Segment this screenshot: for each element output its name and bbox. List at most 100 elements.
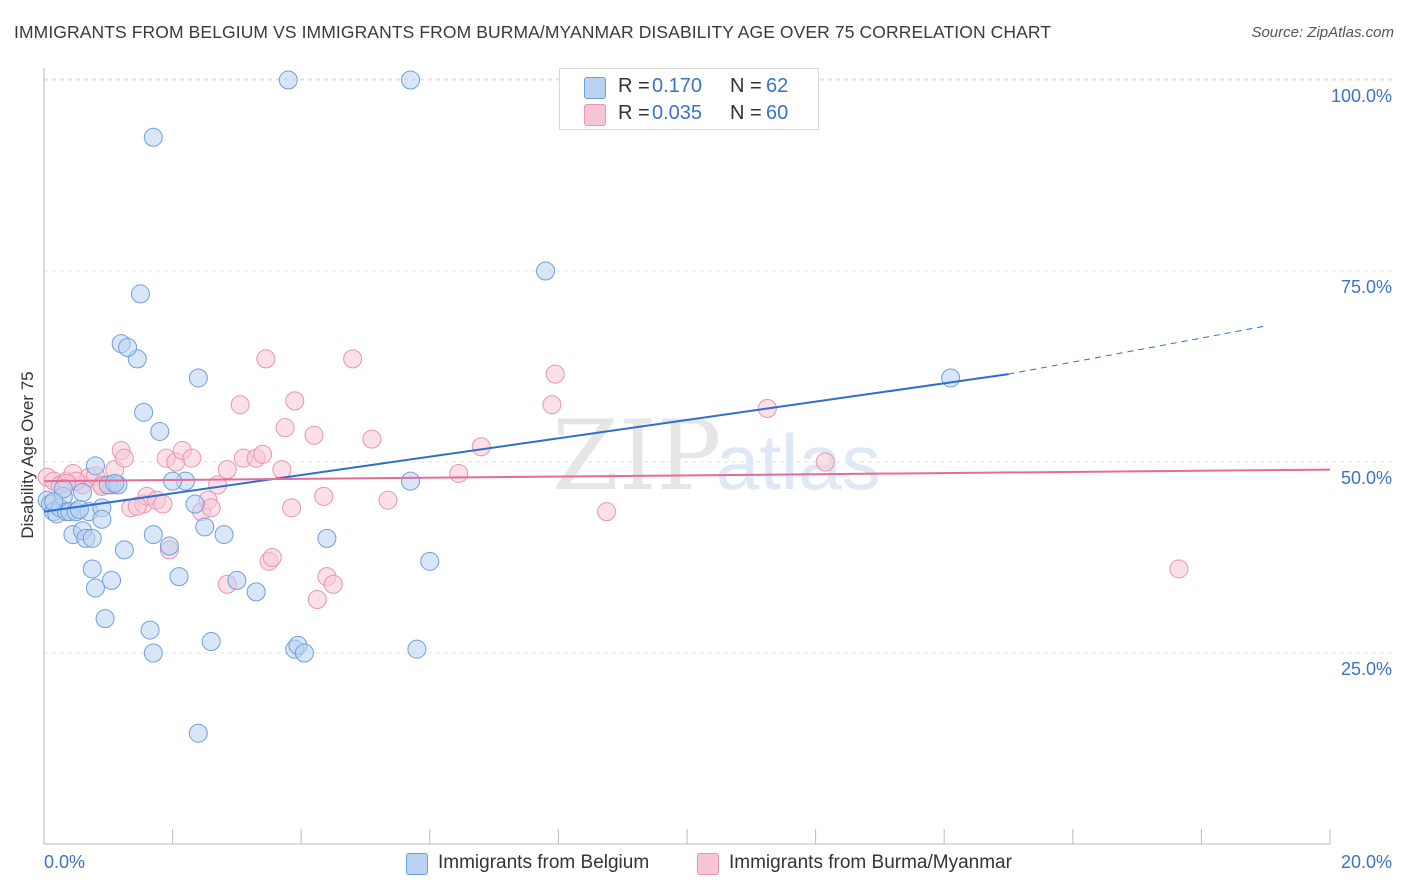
bottom-legend-label: Immigrants from Burma/Myanmar [729, 852, 1012, 873]
y-tick-25: 25.0% [1340, 659, 1392, 679]
belgium-point [73, 483, 93, 503]
bottom-swatch-pink [697, 853, 719, 875]
burma-point [256, 349, 276, 369]
belgium-point [134, 402, 154, 422]
belgium-point [185, 494, 205, 514]
burma-point [307, 590, 327, 610]
burma-point [217, 460, 237, 480]
legend-r-value: 0.170 [652, 75, 703, 97]
belgium-point [195, 517, 215, 537]
belgium-point [85, 578, 105, 598]
belgium-point [401, 70, 421, 90]
belgium-point [150, 421, 170, 441]
correlation-legend: R = 0.170 N = 62 R = 0.035 N = 60 [559, 68, 819, 130]
belgium-point [92, 509, 112, 529]
grid-lines [44, 78, 1393, 654]
x-tick-left: 0.0% [44, 852, 86, 872]
axes [43, 68, 1331, 845]
watermark-zip: ZIP [552, 400, 721, 512]
belgium-point [143, 127, 163, 147]
legend-n-value: 60 [766, 102, 789, 124]
belgium-point [69, 499, 89, 519]
belgium-point [82, 528, 102, 548]
trend-lines [43, 325, 1331, 513]
burma-point [282, 498, 302, 518]
series-burma-points [37, 349, 1189, 610]
legend-n-value: 62 [766, 75, 789, 97]
belgium-point [130, 284, 150, 304]
source-credit: Source: ZipAtlas.com [1251, 24, 1394, 41]
belgium-point [278, 70, 298, 90]
series-belgium-points [37, 70, 961, 743]
belgium-point [420, 551, 440, 571]
belgium-point [294, 643, 314, 663]
belgium-point [201, 632, 221, 652]
belgium-point [140, 620, 160, 640]
burma-point [253, 444, 273, 464]
belgium-point [118, 337, 138, 357]
burma-point [114, 448, 134, 468]
burma-point [449, 463, 469, 483]
legend-n-label: N = [730, 102, 762, 124]
belgium-point [159, 536, 179, 556]
belgium-point [85, 456, 105, 476]
belgium-point [214, 525, 234, 545]
legend-swatch-blue [584, 77, 606, 99]
burma-point [545, 364, 565, 384]
burma-point [127, 496, 147, 516]
burma-point [201, 498, 221, 518]
burma-point [597, 502, 617, 522]
belgium-point [82, 559, 102, 579]
burma-point [314, 486, 334, 506]
y-tick-50: 50.0% [1340, 468, 1392, 488]
burma-point [262, 548, 282, 567]
belgium-trend-extension [1008, 325, 1266, 375]
burma-point [323, 574, 343, 594]
legend-r-label: R = [618, 75, 650, 97]
belgium-point [188, 723, 208, 743]
belgium-point [53, 479, 73, 499]
belgium-point [143, 525, 163, 545]
bottom-legend-label: Immigrants from Belgium [438, 852, 650, 873]
legend-swatch-pink [584, 104, 606, 126]
burma-point [182, 448, 202, 468]
belgium-point [188, 368, 208, 388]
belgium-point [401, 471, 421, 491]
legend-r-label: R = [618, 102, 650, 124]
burma-point [542, 395, 562, 415]
legend-n-label: N = [730, 75, 762, 97]
burma-point [343, 349, 363, 369]
belgium-point [536, 261, 556, 281]
belgium-point [317, 528, 337, 548]
y-tick-100: 100.0% [1330, 86, 1392, 106]
burma-point [275, 418, 295, 438]
burma-point [304, 425, 324, 445]
belgium-point [407, 639, 427, 659]
belgium-point [105, 473, 125, 493]
belgium-trend-line [43, 373, 1009, 513]
belgium-point [114, 540, 134, 560]
x-tick-right: 20.0% [1340, 852, 1392, 872]
burma-point [285, 391, 305, 411]
chart-title: IMMIGRANTS FROM BELGIUM VS IMMIGRANTS FR… [14, 22, 1052, 42]
burma-point [815, 452, 835, 472]
burma-point [230, 395, 250, 415]
y-axis-label: Disability Age Over 75 [18, 371, 37, 539]
burma-trend-line [43, 468, 1331, 483]
belgium-point [143, 643, 163, 663]
belgium-point [169, 567, 189, 587]
watermark-atlas: atlas [716, 418, 881, 506]
legend-r-value: 0.035 [652, 102, 703, 124]
bottom-swatch-blue [406, 853, 428, 875]
belgium-point [163, 471, 183, 491]
belgium-point [95, 609, 115, 629]
burma-point [153, 494, 173, 514]
belgium-point [227, 570, 247, 590]
belgium-point [44, 492, 64, 512]
burma-point [1169, 559, 1189, 579]
burma-point [362, 429, 382, 449]
burma-point [471, 437, 491, 457]
belgium-point [102, 570, 122, 590]
belgium-point [246, 582, 266, 602]
